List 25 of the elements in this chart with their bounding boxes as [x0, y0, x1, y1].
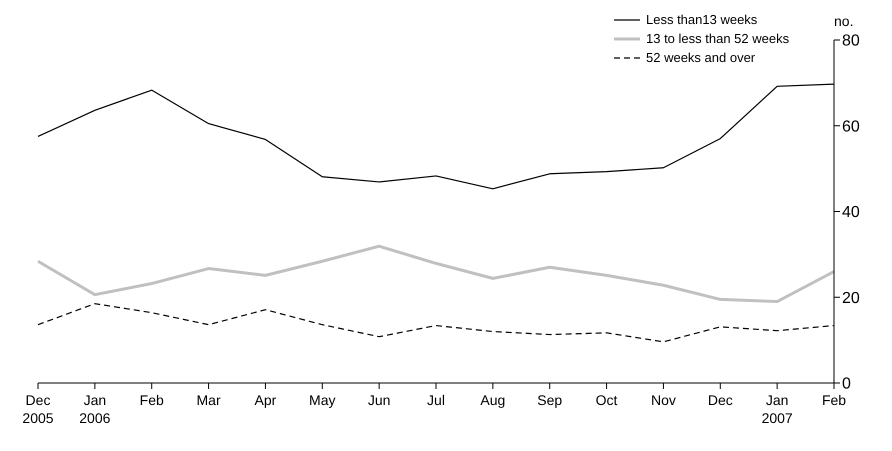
legend-label: Less than13 weeks	[646, 12, 758, 27]
x-tick-label: Jun	[368, 392, 390, 408]
x-tick-label: Jan 2006	[79, 392, 111, 426]
x-tick-label: May	[309, 392, 336, 408]
line-series	[36, 244, 836, 304]
legend-label: 13 to less than 52 weeks	[646, 31, 790, 46]
y-tick-label: 40	[842, 204, 860, 222]
x-tick-label: Aug	[480, 392, 506, 408]
x-tick-label: Jan 2007	[762, 392, 793, 426]
x-tick-label: Apr	[254, 392, 277, 408]
legend-label: 52 weeks and over	[646, 50, 756, 65]
x-tick-label: Mar	[196, 392, 221, 408]
x-tick-label: Dec 2005	[22, 392, 54, 426]
x-tick-label: Oct	[596, 392, 618, 408]
x-tick-label: Feb	[140, 392, 164, 408]
y-tick-label: 0	[842, 376, 851, 393]
x-tick-label: Jul	[427, 392, 445, 408]
y-tick-label: 80	[842, 32, 860, 50]
y-tick-label: 60	[842, 118, 860, 136]
x-tick-label: Dec	[708, 392, 733, 408]
y-tick-label: 20	[842, 290, 860, 307]
x-tick-label: Sep	[537, 392, 562, 408]
x-tick-label: Feb	[822, 392, 846, 408]
y-axis-title: no.	[834, 13, 854, 29]
x-tick-label: Nov	[650, 392, 676, 408]
